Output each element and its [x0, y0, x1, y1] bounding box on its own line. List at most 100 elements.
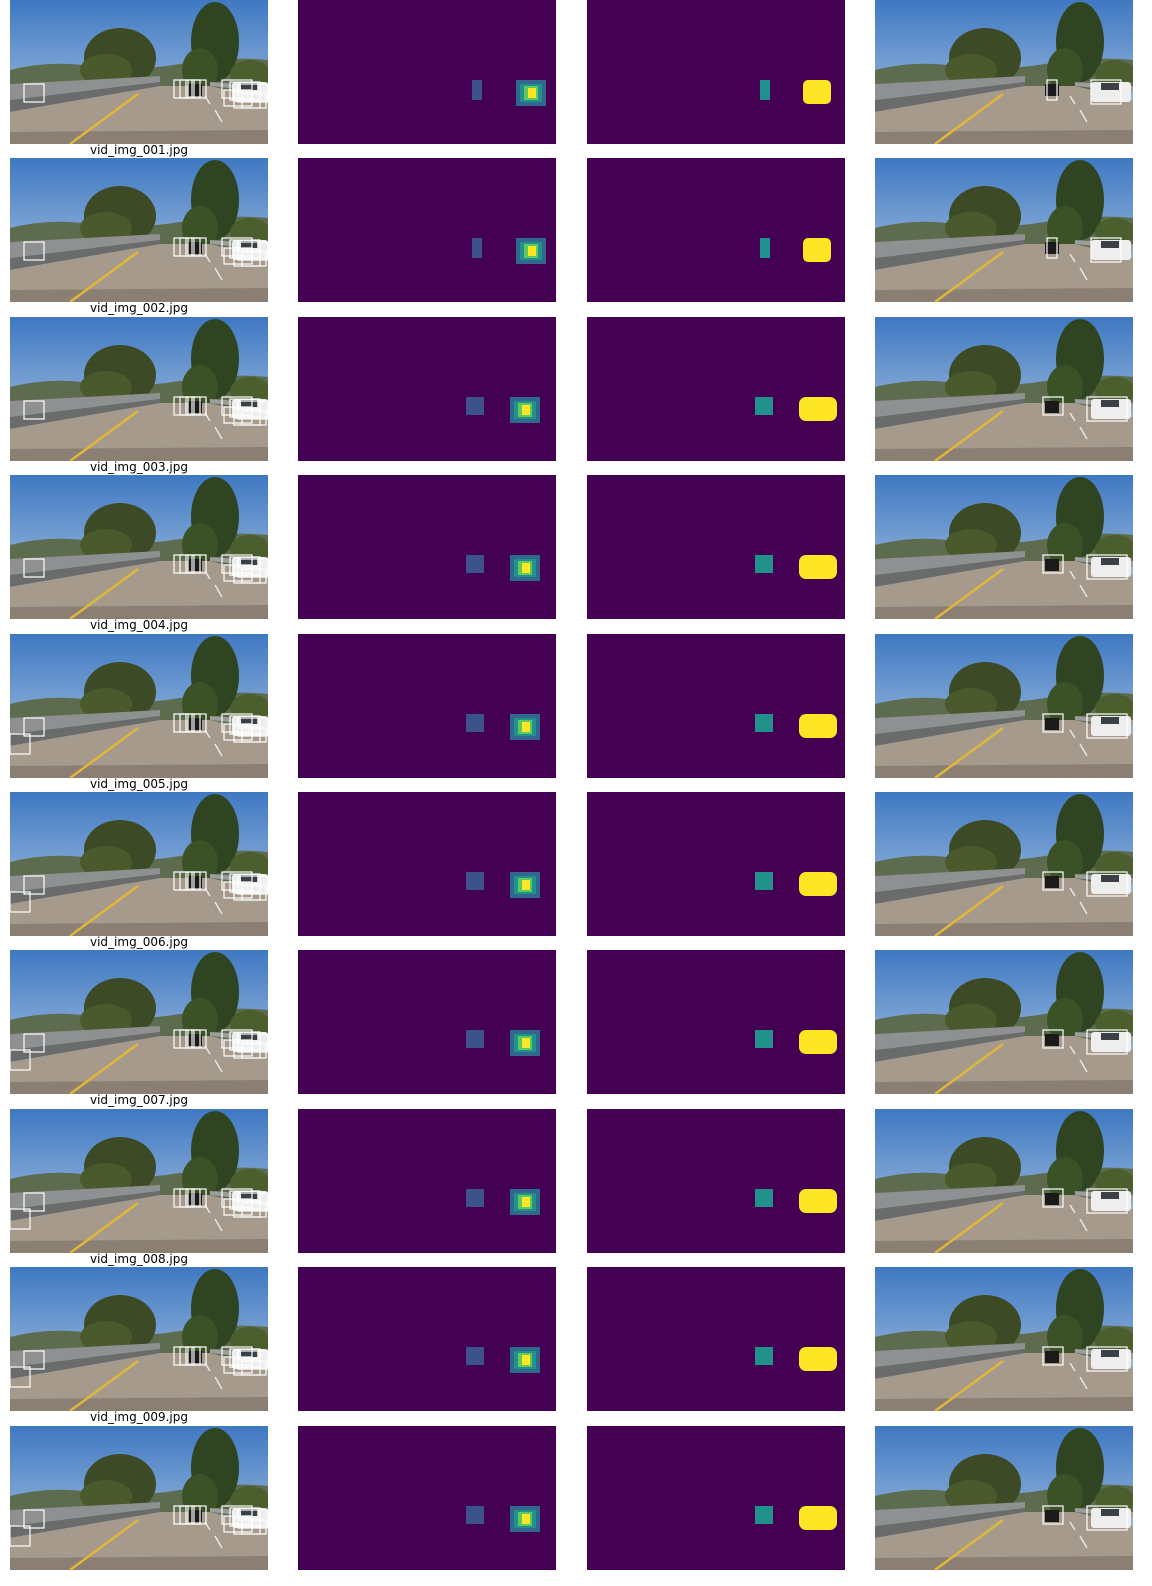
- frame-filename: vid_img_007.jpg: [90, 1093, 188, 1108]
- final-detections-panel: [875, 1108, 1133, 1253]
- frame-row: vid_img_003.jpg: [0, 316, 1152, 477]
- car: [1045, 559, 1059, 572]
- heat-cell: [466, 1347, 484, 1366]
- guardrail: [875, 709, 1025, 734]
- detection-box: [223, 1356, 253, 1374]
- frame-filename: vid_img_009.jpg: [90, 1410, 188, 1425]
- heatmap-panel: [298, 1267, 556, 1412]
- labels-background: [587, 1108, 845, 1253]
- frame-row: vid_img_001.jpg: [0, 0, 1152, 160]
- detection-box: [23, 241, 45, 261]
- heatmap-background: [298, 0, 556, 144]
- guardrail: [875, 76, 1025, 100]
- detection-box: [23, 716, 45, 737]
- lane-line: [934, 1360, 1004, 1412]
- window-detections-panel: [10, 316, 268, 461]
- labels-background: [587, 0, 845, 144]
- detection-box: [241, 885, 267, 901]
- frame-row: vid_img_006.jpg: [0, 792, 1152, 952]
- detection-box: [229, 239, 261, 259]
- detection-box: [241, 568, 267, 584]
- road: [875, 1194, 1133, 1253]
- lane-line: [69, 726, 139, 778]
- labels-background: [587, 950, 845, 1095]
- detection-box: [229, 714, 261, 735]
- heat-cell: [472, 80, 482, 100]
- road: [10, 561, 268, 620]
- frame-row: vid_img_009.jpg: [0, 1267, 1152, 1427]
- road: [10, 244, 268, 303]
- heat-cell: [755, 713, 773, 732]
- detection-box: [191, 554, 207, 574]
- detection-box: [221, 79, 253, 99]
- heat-cell: [755, 872, 773, 890]
- detection-box: [23, 1350, 45, 1370]
- heat-cell: [755, 555, 773, 574]
- lane-line: [934, 251, 1004, 303]
- labels-panel: [587, 950, 845, 1095]
- road: [875, 1036, 1133, 1095]
- lane-line: [69, 1201, 139, 1253]
- labels-panel: [587, 475, 845, 620]
- heatmap-background: [298, 792, 556, 936]
- detection-box: [221, 554, 253, 574]
- road: [875, 1353, 1133, 1412]
- detection-box: [1042, 871, 1064, 891]
- detection-box: [1042, 1504, 1064, 1525]
- guardrail: [875, 868, 1025, 892]
- road: [875, 1511, 1133, 1570]
- detection-box: [191, 79, 207, 99]
- lane-line: [69, 1043, 139, 1095]
- labels-background: [587, 792, 845, 936]
- guardrail: [875, 551, 1025, 576]
- guardrail: [10, 1343, 160, 1368]
- frame-row: [0, 1425, 1152, 1586]
- road: [875, 244, 1133, 303]
- detection-box: [229, 1348, 261, 1368]
- heatmap-background: [298, 1267, 556, 1412]
- heat-cell: [755, 1030, 773, 1049]
- detection-box: [10, 1049, 31, 1071]
- detection-box: [223, 881, 253, 899]
- car: [1045, 717, 1059, 730]
- heat-cell: [522, 1355, 530, 1366]
- guardrail: [10, 234, 160, 259]
- heat-cell: [522, 563, 530, 574]
- lane-line: [934, 1201, 1004, 1253]
- detection-box: [221, 871, 253, 891]
- lane-line: [934, 1518, 1004, 1570]
- detection-box: [10, 1366, 31, 1388]
- road: [10, 402, 268, 461]
- final-detections-panel: [875, 950, 1133, 1095]
- detection-box: [10, 732, 31, 755]
- lane-line: [934, 884, 1004, 936]
- detection-box: [241, 1360, 267, 1376]
- labels-background: [587, 475, 845, 620]
- final-detections-panel: [875, 0, 1133, 144]
- detection-box: [237, 241, 268, 261]
- detection-box: [221, 1346, 253, 1366]
- frame-filename: vid_img_008.jpg: [90, 1251, 188, 1266]
- road: [10, 1036, 268, 1095]
- detection-box: [237, 1192, 268, 1212]
- final-detections-panel: [875, 158, 1133, 303]
- heatmap-background: [298, 475, 556, 620]
- frame-filename: vid_img_006.jpg: [90, 935, 188, 949]
- labels-panel: [587, 1425, 845, 1570]
- frame-filename: vid_img_003.jpg: [90, 459, 188, 474]
- final-detections-panel: [875, 633, 1133, 778]
- detection-box: [241, 93, 267, 109]
- lane-line: [69, 92, 139, 144]
- heat-cell: [760, 238, 770, 259]
- detection-box: [1046, 79, 1058, 101]
- lane-line: [934, 1043, 1004, 1095]
- detection-box: [241, 1518, 267, 1535]
- heat-cell: [466, 396, 484, 415]
- heat-cell: [522, 1196, 530, 1207]
- car: [1045, 1509, 1059, 1522]
- lane-line: [934, 726, 1004, 778]
- labels-panel: [587, 792, 845, 936]
- car: [1045, 876, 1059, 888]
- guardrail: [10, 76, 160, 100]
